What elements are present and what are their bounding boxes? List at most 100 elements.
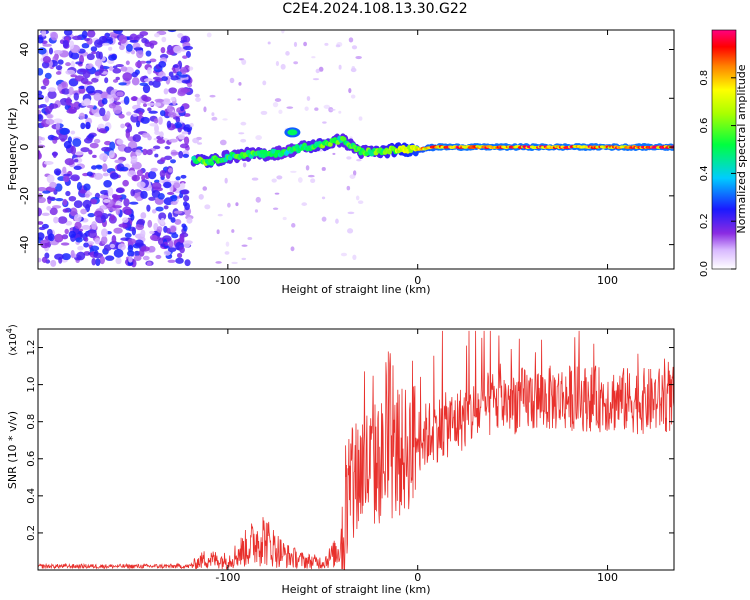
noise-cell [167,167,173,173]
noise-cell [80,147,90,153]
noise-cell [181,79,191,84]
noise-cell [166,120,172,129]
noise-cell [134,239,144,247]
noise-cell [49,181,57,189]
noise-cell [231,229,235,233]
spectrogram-x-ticks: -100 0 100 [215,30,618,287]
noise-cell [108,150,115,159]
noise-cell [271,178,277,183]
noise-cell [312,78,320,81]
noise-cell [203,106,207,113]
noise-cell [321,216,327,222]
noise-cell [108,54,117,61]
noise-cell [99,194,109,199]
noise-cell [340,252,348,257]
noise-cell [114,159,124,164]
noise-cell [192,137,200,144]
noise-cell [224,251,230,255]
noise-cell [73,92,79,101]
noise-cell [272,101,279,108]
noise-cell [351,45,358,50]
noise-cell [59,127,70,135]
noise-cell [167,30,177,33]
noise-cell [127,123,133,133]
noise-cell [186,217,193,224]
noise-cell [109,243,116,249]
noise-cell [237,98,242,101]
noise-cell [123,96,130,105]
noise-cell [136,49,144,59]
noise-cell [86,171,93,177]
snr-y-tick-label: 0.8 [26,414,37,430]
noise-cell [155,254,162,260]
noise-cell [185,50,191,58]
noise-cell [166,227,171,234]
noise-cell [227,202,231,208]
noise-cell [156,226,163,233]
noise-cell [131,77,140,86]
noise-cell [224,177,228,184]
noise-cell [85,121,91,130]
noise-cell [163,205,169,210]
noise-cell [150,43,155,49]
noise-cell [189,122,194,128]
noise-cell [42,190,51,194]
noise-cell [57,59,64,65]
noise-cell [125,43,133,52]
figure-title: C2E4.2024.108.13.30.G22 [282,1,468,17]
noise-cell [183,124,193,133]
noise-cell [57,216,68,224]
noise-cell [116,138,124,145]
snr-panel: -100 0 100 1.2 1.0 0.8 0.6 0.4 0.2 Height of st… [5,324,675,596]
noise-cell [101,228,108,238]
noise-cell [38,136,43,141]
noise-cell [166,105,174,113]
noise-cell [111,193,118,199]
noise-cell [104,140,112,146]
noise-cell [154,98,165,103]
noise-cell [163,88,169,95]
noise-cell [152,145,161,150]
spectrogram-y-ticks: 40 20 0 -20 -40 [18,43,674,254]
noise-cell [167,212,173,220]
noise-cell [293,41,298,47]
noise-cell [91,165,97,170]
noise-cell [140,212,147,219]
noise-cell [260,110,268,115]
noise-cell [136,197,142,202]
noise-cell [174,122,183,129]
noise-cell [53,168,62,176]
noise-cell [48,47,54,55]
noise-cell [38,114,44,122]
noise-cell [87,212,95,218]
noise-cell [168,240,174,248]
noise-cell [70,52,80,60]
noise-cell [138,111,144,116]
noise-cell [53,216,59,224]
noise-cell [254,209,258,213]
noise-cell [149,234,158,241]
noise-cell [159,131,164,138]
noise-cell [163,250,171,256]
noise-cell [68,230,76,238]
snr-y-tick-label: 0.4 [26,488,37,504]
noise-cell [55,71,62,75]
noise-cell [290,246,295,252]
noise-cell [75,61,83,65]
noise-cell [76,181,82,191]
noise-cell [41,61,50,69]
signal-cell [327,141,333,147]
noise-cell [160,157,166,162]
noise-cell [355,55,362,60]
noise-cell [180,174,187,179]
noise-cell [87,134,95,139]
noise-cell [38,150,41,159]
noise-cell [280,63,286,70]
colorbar: 0.0 0.2 0.4 0.6 0.8 Normalized spectral ampl… [699,29,748,277]
spectrogram-x-tick-label: 100 [597,274,618,287]
signal-cell [387,149,393,155]
noise-cell [181,223,187,228]
noise-cell [63,140,72,149]
noise-cell [304,106,309,111]
